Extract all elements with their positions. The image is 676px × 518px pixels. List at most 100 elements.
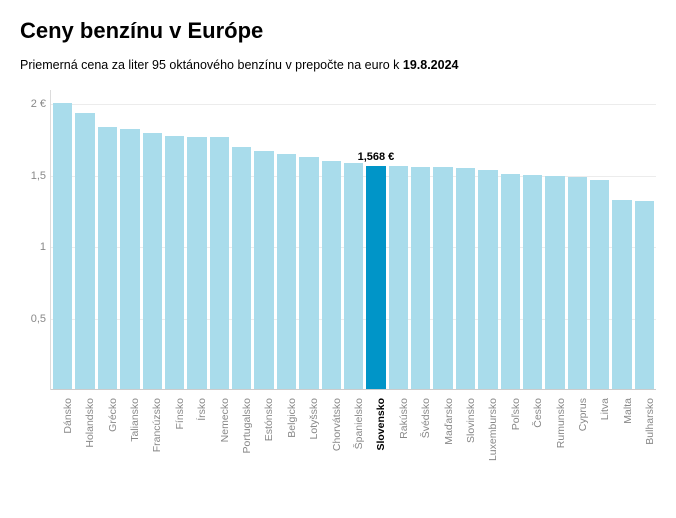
x-label: Rumunsko	[555, 398, 567, 448]
bar-column	[232, 147, 251, 390]
bar-column	[210, 137, 229, 390]
bar	[75, 113, 94, 390]
x-label: Poľsko	[510, 398, 522, 430]
bar	[53, 103, 72, 390]
bar-column	[322, 161, 341, 390]
x-label-column: Slovinsko	[455, 394, 474, 494]
bar-column	[187, 137, 206, 390]
bar-column	[612, 200, 631, 390]
x-label: Česko	[532, 398, 544, 428]
x-label: Lotyšsko	[308, 398, 320, 439]
x-label: Bulharsko	[644, 398, 656, 445]
x-label: Taliansko	[129, 398, 141, 442]
bar-column	[389, 166, 408, 390]
x-label: Nemecko	[219, 398, 231, 442]
x-label-column: Francúzsko	[142, 394, 161, 494]
x-label-column: Nemecko	[209, 394, 228, 494]
bar	[590, 180, 609, 390]
subtitle-prefix: Priemerná cena za liter 95 oktánového be…	[20, 58, 403, 72]
bar-column: 1,568 €	[366, 166, 385, 390]
x-label: Chorvátsko	[331, 398, 343, 451]
x-label: Luxembursko	[487, 398, 499, 461]
bar	[165, 136, 184, 390]
bars-container: 1,568 €	[51, 90, 656, 390]
bar-column	[98, 127, 117, 390]
x-label-column: Bulharsko	[635, 394, 654, 494]
bar-column	[344, 163, 363, 390]
x-label-column: Írsko	[186, 394, 205, 494]
subtitle-date: 19.8.2024	[403, 58, 459, 72]
x-label: Holandsko	[84, 398, 96, 448]
x-label-column: Portugalsko	[231, 394, 250, 494]
x-label-column: Cyprus	[567, 394, 586, 494]
bar-column	[456, 168, 475, 390]
x-label-column: Holandsko	[74, 394, 93, 494]
x-label-column: Litva	[590, 394, 609, 494]
bar	[143, 133, 162, 390]
bar	[210, 137, 229, 390]
bar	[523, 175, 542, 390]
bar	[187, 137, 206, 390]
x-label: Estónsko	[263, 398, 275, 441]
x-label: Belgicko	[286, 398, 298, 438]
chart-subtitle: Priemerná cena za liter 95 oktánového be…	[20, 58, 656, 72]
x-label: Francúzsko	[151, 398, 163, 452]
x-label-column: Estónsko	[254, 394, 273, 494]
x-label: Švédsko	[420, 398, 432, 438]
chart-title: Ceny benzínu v Európe	[20, 18, 656, 44]
bar-highlight	[366, 166, 385, 390]
bar	[344, 163, 363, 390]
bar	[98, 127, 117, 390]
y-axis: 0,511,52 €	[20, 90, 50, 390]
x-label-column: Lotyšsko	[298, 394, 317, 494]
bar	[120, 129, 139, 390]
bar	[322, 161, 341, 390]
x-label-column: Španielsko	[343, 394, 362, 494]
bar	[478, 170, 497, 390]
x-label: Cyprus	[577, 398, 589, 431]
plot-area: 1,568 €	[50, 90, 656, 390]
bar-column	[75, 113, 94, 390]
bar-column	[590, 180, 609, 390]
bar-column	[635, 201, 654, 390]
x-label: Litva	[599, 398, 611, 420]
bar	[635, 201, 654, 390]
bar-column	[143, 133, 162, 390]
y-tick-label: 1	[40, 241, 46, 253]
x-label-column: Malta	[612, 394, 631, 494]
x-label: Dánsko	[62, 398, 74, 434]
x-label: Maďarsko	[443, 398, 455, 445]
bar-column	[254, 151, 273, 390]
x-label-column: Slovensko	[366, 394, 385, 494]
bar	[568, 177, 587, 390]
x-baseline	[51, 389, 656, 390]
x-label-column: Poľsko	[500, 394, 519, 494]
x-label: Slovensko	[375, 398, 387, 451]
x-label: Slovinsko	[465, 398, 477, 443]
bar-column	[545, 176, 564, 390]
x-label: Španielsko	[353, 398, 365, 449]
bar	[254, 151, 273, 390]
bar	[545, 176, 564, 390]
bar-column	[53, 103, 72, 390]
x-label-column: Chorvátsko	[321, 394, 340, 494]
bar-column	[501, 174, 520, 390]
bar	[456, 168, 475, 390]
x-label-column: Švédsko	[411, 394, 430, 494]
x-label-column: Belgicko	[276, 394, 295, 494]
x-label-column: Maďarsko	[433, 394, 452, 494]
bar	[277, 154, 296, 390]
bar-column	[411, 167, 430, 390]
x-label-column: Česko	[523, 394, 542, 494]
x-label-column: Luxembursko	[478, 394, 497, 494]
x-label-column: Taliansko	[119, 394, 138, 494]
bar-column	[568, 177, 587, 390]
x-label-column: Rumunsko	[545, 394, 564, 494]
bar	[411, 167, 430, 390]
x-label: Malta	[622, 398, 634, 424]
x-label-column: Dánsko	[52, 394, 71, 494]
bar-column	[299, 157, 318, 390]
bar-callout: 1,568 €	[358, 151, 395, 163]
bar	[299, 157, 318, 390]
bar	[389, 166, 408, 390]
